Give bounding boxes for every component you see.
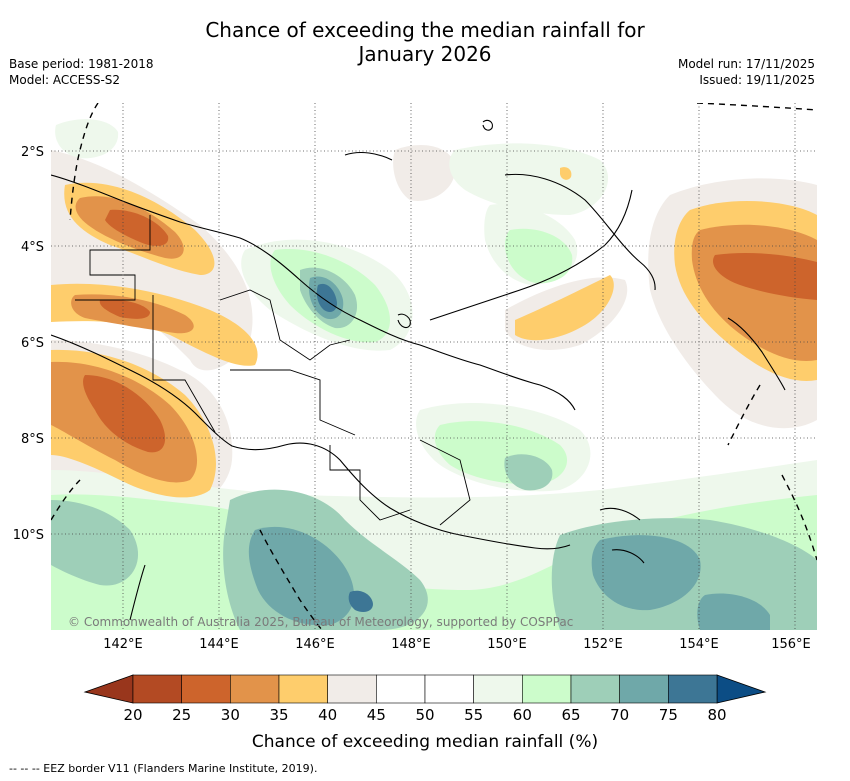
issued-date: Issued: 19/11/2025 [699,73,815,87]
probability-region [712,252,817,300]
colorbar: 20 25 30 35 40 45 50 55 60 65 70 75 80 Chance of exc… [83,674,767,752]
lon-label-152e: 152°E [583,637,623,652]
probability-region [515,275,614,341]
lon-label-144e: 144°E [199,637,239,652]
colorbar-tick-label: 20 [123,706,142,724]
colorbar-segment [230,674,280,704]
colorbar-segment [278,674,328,704]
colorbar-segment [473,674,523,704]
colorbar-segment [522,674,572,704]
probability-region [99,299,150,319]
colorbar-tick-label: 45 [367,706,386,724]
probability-region [393,145,456,201]
colorbar-segment [668,674,718,704]
base-period: Base period: 1981-2018 [9,57,154,71]
colorbar-segment [327,674,377,704]
lat-label-6s: 6°S [21,336,44,351]
probability-region [51,500,139,586]
graticule [51,103,817,630]
colorbar-tick-label: 75 [659,706,678,724]
internal-borders [75,215,471,526]
probability-region [560,167,572,180]
probability-region [697,593,770,630]
probability-region [55,119,119,159]
probability-region [83,375,166,453]
copyright-notice: © Commonwealth of Australia 2025, Bureau… [68,615,573,629]
longitude-labels: 142°E 144°E 146°E 148°E 150°E 152°E 154°… [103,637,811,652]
colorbar-title: Chance of exceeding median rainfall (%) [252,732,598,752]
colorbar-segment [570,674,620,704]
probability-region [248,526,354,626]
model-name: Model: ACCESS-S2 [9,73,121,87]
colorbar-tick-label: 30 [221,706,240,724]
colorbar-above-arrow [716,674,767,704]
lon-label-156e: 156°E [771,637,811,652]
lon-label-146e: 146°E [295,637,335,652]
colorbar-segment [376,674,426,704]
latitude-labels: 2°S 4°S 6°S 8°S 10°S [13,145,44,543]
probability-region [591,535,701,611]
probability-region [505,228,573,284]
colorbar-labels: 20 25 30 35 40 45 50 55 60 65 70 75 80 [123,706,726,724]
probability-region [348,590,373,612]
colorbar-tick-label: 50 [415,706,434,724]
lon-label-148e: 148°E [391,637,431,652]
colorbar-segment [424,674,474,704]
colorbar-tick-label: 65 [561,706,580,724]
probability-shading-25-30 [83,209,817,453]
meta-right: Model run: 17/11/2025 Issued: 19/11/2025 [678,56,815,88]
lat-label-8s: 8°S [21,432,44,447]
colorbar-tick-label: 70 [610,706,629,724]
colorbar-tick-label: 25 [172,706,191,724]
lon-label-142e: 142°E [103,637,143,652]
probability-region [449,143,609,215]
colorbar-segment [132,674,182,704]
title-line-1: Chance of exceeding the median rainfall … [205,18,645,42]
title-line-2: January 2026 [358,42,492,66]
colorbar-segment [181,674,231,704]
colorbar-tick-label: 35 [269,706,288,724]
colorbar-below-arrow [83,674,134,704]
colorbar-tick-label: 80 [707,706,726,724]
colorbar-tick-label: 60 [513,706,532,724]
colorbar-segments [132,674,718,704]
eez-borders [51,103,817,630]
probability-region [504,454,553,491]
lat-label-2s: 2°S [21,145,44,160]
colorbar-segment [619,674,669,704]
lat-label-10s: 10°S [13,528,44,543]
model-run: Model run: 17/11/2025 [677,57,815,71]
coastlines [51,119,786,621]
lat-label-4s: 4°S [21,240,44,255]
lon-label-150e: 150°E [487,637,527,652]
colorbar-tick-label: 55 [464,706,483,724]
map-area: © Commonwealth of Australia 2025, Bureau… [51,103,817,630]
eez-border-legend: -- -- -- EEZ border V11 (Flanders Marine… [9,762,318,775]
colorbar-tick-label: 40 [318,706,337,724]
meta-left: Base period: 1981-2018 Model: ACCESS-S2 [9,56,154,88]
probability-region [105,209,169,246]
lon-label-154e: 154°E [679,637,719,652]
map-title: Chance of exceeding the median rainfall … [0,18,850,66]
